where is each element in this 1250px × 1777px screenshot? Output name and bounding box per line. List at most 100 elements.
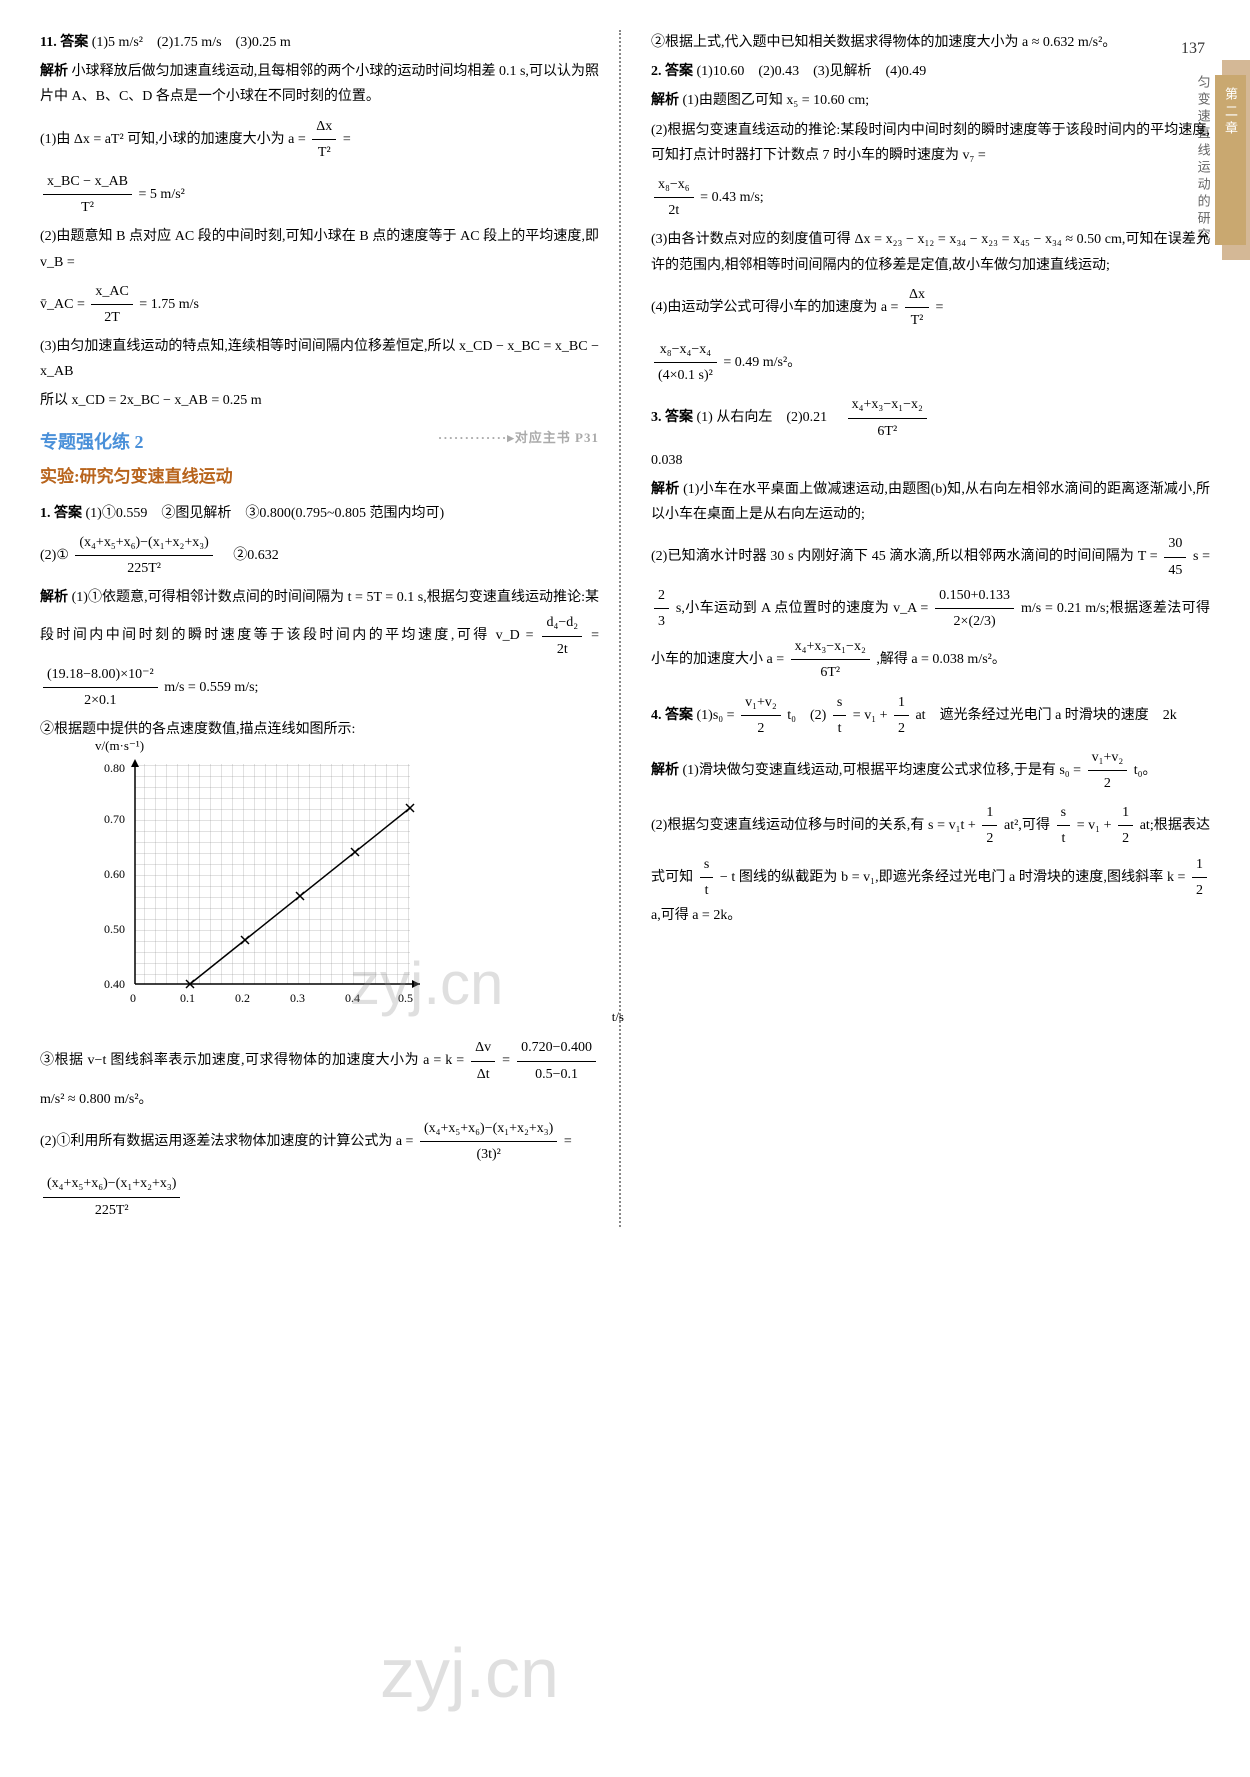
q1-p3: ③根据 v−t 图线斜率表示加速度,可求得物体的加速度大小为 a = k = Δ…	[40, 1035, 599, 1112]
section-ref: ·············▸对应主书 P31	[438, 426, 599, 449]
side-tab: 第二章 匀变速直线运动的研究	[1222, 60, 1250, 260]
right-column: ②根据上式,代入题中已知相关数据求得物体的加速度大小为 a ≈ 0.632 m/…	[641, 30, 1210, 1227]
frac-a2: (x₄+x₅+x₆)−(x₁+x₂+x₃)225T²	[75, 530, 212, 581]
q4-p2mid2: = v₁ +	[1077, 818, 1115, 833]
vt-chart: v/(m·s⁻¹) 0.40 0.50 0.60 0.70 0.80	[100, 754, 599, 1023]
svg-text:0.4: 0.4	[345, 991, 360, 1005]
q2-answer-label: 答案	[665, 64, 693, 79]
q2-p2-text: (2)根据匀变速直线运动的推论:某段时间内中间时刻的瞬时速度等于该段时间内的平均…	[651, 123, 1210, 163]
svg-text:0.60: 0.60	[104, 867, 125, 881]
frac-p4a: (x₄+x₅+x₆)−(x₁+x₂+x₃)(3t)²	[420, 1116, 557, 1167]
q3-num: 3.	[651, 410, 662, 425]
q4-p2: (2)根据匀变速直线运动位移与时间的关系,有 s = v₁t + 12 at²,…	[651, 800, 1210, 928]
q1-p4b: (x₄+x₅+x₆)−(x₁+x₂+x₃)225T²	[40, 1171, 599, 1222]
q11-num: 11.	[40, 35, 57, 50]
q11-p5: 所以 x_CD = 2x_BC − x_AB = 0.25 m	[40, 388, 599, 413]
q11-p4: (3)由匀加速直线运动的特点知,连续相等时间间隔内位移差恒定,所以 x_CD −…	[40, 334, 599, 384]
q4-p2mid4: − t 图线的纵截距为 b = v₁,即遮光条经过光电门 a 时滑块的速度,图线…	[720, 870, 1189, 885]
q1-a2: (2)① (x₄+x₅+x₆)−(x₁+x₂+x₃)225T² ②0.632	[40, 530, 599, 581]
q3-analysis-label: 解析	[651, 482, 679, 497]
frac-q2p2: x₈−x₆2t	[654, 172, 694, 223]
q1-a1: (1)①0.559 ②图见解析 ③0.800(0.795~0.805 范围内均可…	[86, 506, 445, 521]
q2-p3: (3)由各计数点对应的刻度值可得 Δx = x₂₃ − x₁₂ = x₃₄ − …	[651, 227, 1210, 277]
section-title: 专题强化练 2 ·············▸对应主书 P31	[40, 426, 599, 458]
frac-q2p4b: x₈−x₄−x₄(4×0.1 s)²	[654, 337, 717, 388]
q1-num: 1.	[40, 506, 51, 521]
q4-a2end: at 遮光条经过光电门 a 时滑块的速度 2k	[915, 707, 1176, 722]
frac-p3b: 0.720−0.4000.5−0.1	[517, 1035, 596, 1086]
frac-q4p2d: st	[700, 852, 713, 903]
q3-p2: (2)已知滴水计时器 30 s 内刚好滴下 45 滴水滴,所以相邻两水滴间的时间…	[651, 531, 1210, 685]
q11-part1: (1)由 Δx = aT² 可知,小球的加速度大小为 a = ΔxT² =	[40, 114, 599, 165]
q4-header: 4. 答案 (1)s₀ = v₁+v₂2 t₀ (2) st = v₁ + 12…	[651, 690, 1210, 741]
cont-p1: ②根据上式,代入题中已知相关数据求得物体的加速度大小为 a ≈ 0.632 m/…	[651, 30, 1210, 55]
frac-q3p2a: 3045	[1164, 531, 1186, 582]
q4-answer-label: 答案	[665, 707, 693, 722]
q3-answer-label: 答案	[665, 410, 693, 425]
q3-p1: (1)小车在水平桌面上做减速运动,由题图(b)知,从右向左相邻水滴间的距离逐渐减…	[651, 482, 1210, 522]
q11-answer-label: 答案	[60, 35, 88, 50]
q2-p4: (4)由运动学公式可得小车的加速度为 a = ΔxT² =	[651, 282, 1210, 333]
svg-text:0.80: 0.80	[104, 761, 125, 775]
q1-p3end: m/s² ≈ 0.800 m/s²。	[40, 1092, 153, 1107]
q2-analysis: 解析 (1)由题图乙可知 x₅ = 10.60 cm;	[651, 88, 1210, 113]
q11-p2c: = 5 m/s²	[139, 187, 185, 202]
svg-text:0.1: 0.1	[180, 991, 195, 1005]
q3-p2end: s,小车运动到 A 点位置时的速度为 v_A =	[676, 601, 932, 616]
q2-p4b: x₈−x₄−x₄(4×0.1 s)² = 0.49 m/s²。	[651, 337, 1210, 388]
q1-p3-text: ③根据 v−t 图线斜率表示加速度,可求得物体的加速度大小为 a = k =	[40, 1053, 468, 1068]
frac-q4a2a: st	[833, 690, 846, 741]
q3-a2: 0.038	[651, 448, 1210, 473]
svg-text:0.40: 0.40	[104, 977, 125, 991]
q1-answer-label: 答案	[54, 506, 82, 521]
side-tab-chapter: 第二章	[1215, 75, 1246, 245]
svg-text:0.70: 0.70	[104, 812, 125, 826]
q11-analysis-label: 解析	[40, 64, 68, 79]
q2-p1: (1)由题图乙可知 x₅ = 10.60 cm;	[683, 93, 870, 108]
q3-a1: (1) 从右向左 (2)0.21	[697, 410, 842, 425]
frac-q4p2c: 12	[1118, 800, 1133, 851]
q1-p4mid: =	[564, 1134, 572, 1149]
q4-p2mid: at²,可得	[1004, 818, 1050, 833]
frac-q3a: x₄+x₃−x₁−x₂6T²	[848, 392, 927, 443]
q4-p2end: a,可得 a = 2k。	[651, 908, 741, 923]
frac-q4a1: v₁+v₂2	[741, 690, 781, 741]
q2-p4mid: =	[935, 300, 943, 315]
q11-header: 11. 答案 (1)5 m/s² (2)1.75 m/s (3)0.25 m	[40, 30, 599, 55]
frac-xbc-xab: x_BC − x_ABT²	[43, 169, 132, 220]
chart-xlabel: t/s	[612, 1005, 624, 1028]
left-column: 11. 答案 (1)5 m/s² (2)1.75 m/s (3)0.25 m 解…	[40, 30, 621, 1227]
q1-a2b: ②0.632	[219, 548, 279, 563]
frac-p1a: d₄−d₂2t	[542, 610, 582, 661]
q11-p1: 小球释放后做匀加速直线运动,且每相邻的两个小球的运动时间均相差 0.1 s,可以…	[40, 64, 599, 104]
frac-q3p2c: 0.150+0.1332×(2/3)	[935, 583, 1014, 634]
q3-analysis: 解析 (1)小车在水平桌面上做减速运动,由题图(b)知,从右向左相邻水滴间的距离…	[651, 477, 1210, 527]
q4-analysis: 解析 (1)滑块做匀变速直线运动,可根据平均速度公式求位移,于是有 s₀ = v…	[651, 745, 1210, 796]
q1-a2a: (2)①	[40, 548, 69, 563]
q11-analysis: 解析 小球释放后做匀加速直线运动,且每相邻的两个小球的运动时间均相差 0.1 s…	[40, 59, 599, 109]
q2-p4end: = 0.49 m/s²。	[723, 355, 801, 370]
q11-p2a: (1)由 Δx = aT² 可知,小球的加速度大小为 a =	[40, 131, 309, 146]
q1-p4: (2)①利用所有数据运用逐差法求物体加速度的计算公式为 a = (x₄+x₅+x…	[40, 1116, 599, 1167]
q4-a1: (1)s₀ =	[697, 707, 739, 722]
q4-a1b: t₀ (2)	[787, 707, 826, 722]
q2-header: 2. 答案 (1)10.60 (2)0.43 (3)见解析 (4)0.49	[651, 59, 1210, 84]
q2-analysis-label: 解析	[651, 93, 679, 108]
q1-p4-text: (2)①利用所有数据运用逐差法求物体加速度的计算公式为 a =	[40, 1134, 417, 1149]
frac-q4a2b: 12	[894, 690, 909, 741]
q2-p2: (2)根据匀变速直线运动的推论:某段时间内中间时刻的瞬时速度等于该段时间内的平均…	[651, 118, 1210, 168]
q1-header: 1. 答案 (1)①0.559 ②图见解析 ③0.800(0.795~0.805…	[40, 501, 599, 526]
q11-p3c: = 1.75 m/s	[139, 297, 199, 312]
q11-p3-formula: v̄_AC = x_AC2T = 1.75 m/s	[40, 279, 599, 330]
svg-text:0.50: 0.50	[104, 922, 125, 936]
frac-p3a: ΔvΔt	[471, 1035, 495, 1086]
svg-text:0.3: 0.3	[290, 991, 305, 1005]
q3-header: 3. 答案 (1) 从右向左 (2)0.21 x₄+x₃−x₁−x₂6T²	[651, 392, 1210, 443]
q2-p4-text: (4)由运动学公式可得小车的加速度为 a =	[651, 300, 902, 315]
frac-q4p2b: st	[1057, 800, 1070, 851]
frac-q3p2b: 23	[654, 583, 669, 634]
frac-q4p2e: 12	[1192, 852, 1207, 903]
q3-p2mid: s =	[1193, 549, 1210, 564]
frac-q4p2a: 12	[982, 800, 997, 851]
chart-svg: 0.40 0.50 0.60 0.70 0.80 0 0.1 0.2 0.3 0…	[100, 754, 420, 1014]
